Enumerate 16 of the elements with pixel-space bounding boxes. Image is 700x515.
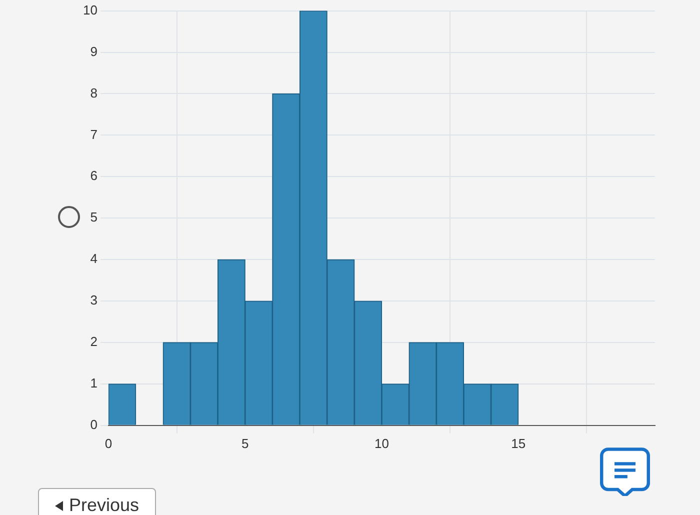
y-tick-label: 10 [82, 2, 98, 18]
x-tick-label: 5 [241, 436, 249, 451]
y-tick-label: 5 [90, 210, 98, 225]
y-tick-label: 1 [90, 376, 98, 391]
y-tick-label: 3 [90, 292, 98, 308]
x-tick-label: 10 [374, 436, 389, 451]
x-tick-label: 0 [104, 436, 112, 451]
y-tick-label: 4 [90, 251, 98, 266]
y-tick-label: 9 [90, 44, 98, 59]
y-tick-label: 7 [90, 126, 98, 142]
y-tick-label: 6 [90, 168, 98, 184]
y-tick-label: 2 [90, 334, 98, 350]
y-tick-label: 8 [90, 85, 98, 100]
text: Previous [69, 495, 140, 515]
y-tick-label: 0 [90, 416, 98, 432]
x-tick-label: 15 [511, 436, 526, 451]
